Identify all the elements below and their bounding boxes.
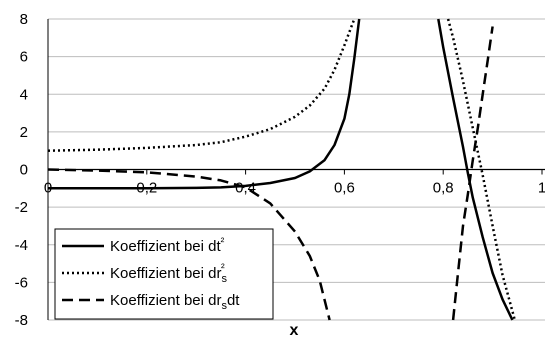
x-tick-label: 1 [538,180,545,197]
legend-label-2: Koeffizient bei drs² [110,262,227,285]
y-tick-label: -4 [15,237,28,254]
series-line-solid [48,18,514,321]
y-tick-label: 8 [20,11,28,28]
series-line-dashed [47,26,494,321]
x-axis [47,168,545,175]
y-tick-label: -6 [15,274,28,291]
y-tick-label: -8 [15,312,28,329]
x-tick-label: 0,4 [235,180,256,197]
y-tick-label: 2 [20,124,28,141]
y-tick-label: 0 [20,162,28,179]
legend-label-3: Koeffizient bei drsdt [110,292,240,312]
y-tick-label: 4 [20,86,28,103]
legend: Koeffizient bei dt² Koeffizient bei drs²… [54,228,274,320]
x-tick-label: 0,8 [433,180,454,197]
legend-box [54,228,274,320]
y-tick-label: -2 [15,199,28,216]
series-lines [47,18,517,321]
y-tick-labels: 8 6 4 2 0 -2 -4 -6 -8 [15,11,28,329]
series-line-dotted [47,18,517,321]
x-tick-label: 0,6 [334,180,355,197]
y-tick-label: 6 [20,49,28,66]
x-axis-label: x [290,322,299,339]
legend-label-1: Koeffizient bei dt² [110,236,225,255]
